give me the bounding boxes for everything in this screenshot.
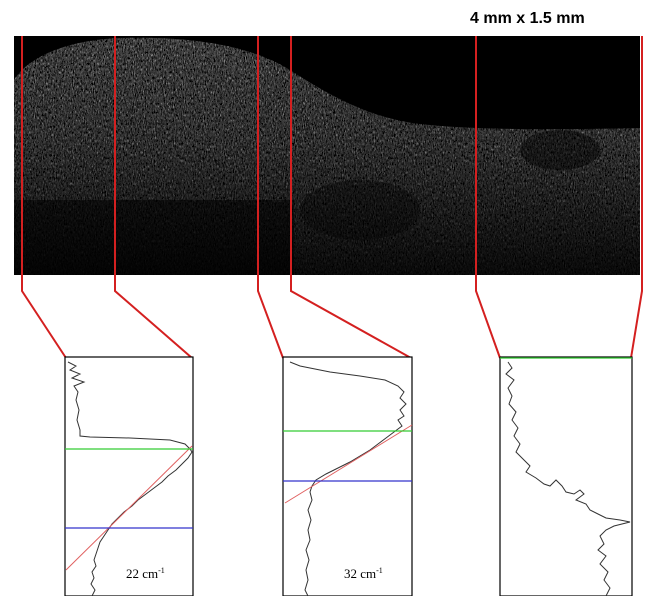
callout-panel-2 bbox=[257, 36, 412, 359]
attenuation-label: 22 cm-1 bbox=[126, 566, 165, 581]
oct-image bbox=[14, 36, 640, 275]
profile-panel-3 bbox=[499, 356, 633, 596]
intensity-profile bbox=[67, 361, 193, 596]
intensity-profile bbox=[289, 361, 407, 596]
profile-panel-1: 22 cm-1 bbox=[64, 356, 194, 596]
panel-frame bbox=[499, 356, 633, 596]
scale-label: 4 mm x 1.5 mm bbox=[470, 10, 585, 27]
fit-line bbox=[65, 445, 193, 571]
callout-panel-1 bbox=[21, 36, 193, 359]
profile-panel-2: 32 cm-1 bbox=[282, 356, 413, 596]
attenuation-label: 32 cm-1 bbox=[344, 566, 383, 581]
callout-panel-3 bbox=[475, 36, 643, 359]
panel-frame bbox=[64, 356, 194, 596]
intensity-profile bbox=[505, 361, 631, 596]
callout-lines bbox=[21, 36, 643, 359]
fit-line bbox=[284, 424, 413, 504]
panel-frame bbox=[282, 356, 413, 596]
